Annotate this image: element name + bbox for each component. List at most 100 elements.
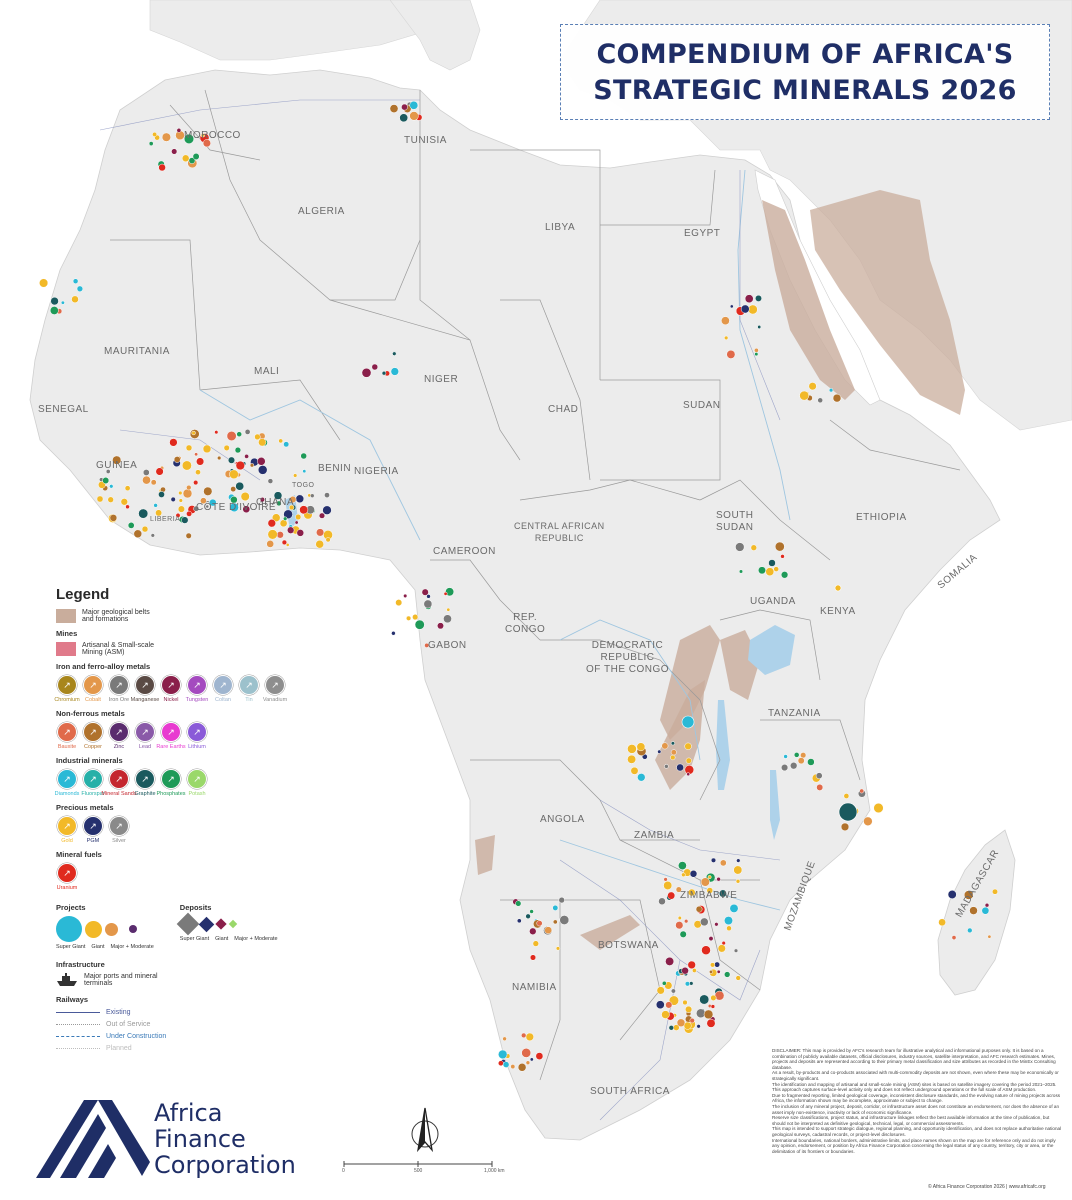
scale-bar-line bbox=[343, 1161, 493, 1167]
rail-legend-row: Under Construction bbox=[56, 1033, 286, 1040]
mine-marker bbox=[170, 496, 176, 502]
rail-line-symbol bbox=[56, 1048, 100, 1049]
mine-marker bbox=[316, 528, 325, 537]
mine-marker bbox=[293, 473, 298, 478]
mine-marker bbox=[235, 481, 245, 491]
disclaimer: DISCLAIMER: This map is provided by AFC'… bbox=[772, 1048, 1064, 1154]
mine-marker bbox=[517, 1063, 527, 1072]
mine-marker bbox=[267, 478, 274, 484]
scale-bar: 0 500 1,000 km bbox=[342, 1158, 522, 1178]
legend-title: Legend bbox=[56, 586, 110, 603]
mine-markers bbox=[39, 100, 998, 1072]
mine-marker bbox=[133, 529, 143, 539]
deposit-moderate-symbol bbox=[228, 919, 238, 929]
mine-marker bbox=[665, 1001, 673, 1009]
mine-marker bbox=[181, 516, 189, 524]
commodity-label: Tungsten bbox=[185, 697, 209, 703]
mine-marker bbox=[217, 455, 222, 461]
mine-marker bbox=[202, 444, 212, 454]
mine-marker bbox=[838, 802, 858, 822]
mine-marker bbox=[676, 763, 684, 772]
mine-marker bbox=[707, 875, 712, 880]
mine-marker bbox=[295, 494, 305, 504]
mine-marker bbox=[703, 1009, 714, 1020]
mine-marker bbox=[947, 890, 957, 899]
logo-line-1: Africa bbox=[154, 1099, 223, 1127]
legend-fuel-uranium: ↗ Uranium bbox=[56, 863, 78, 891]
mine-marker bbox=[515, 900, 522, 907]
legend-precious-gold: ↗ Gold bbox=[56, 816, 78, 844]
mine-marker bbox=[371, 363, 379, 371]
mine-marker bbox=[226, 431, 237, 441]
mine-marker bbox=[148, 141, 154, 146]
mine-marker bbox=[185, 444, 193, 452]
legend-nonferrous-heading: Non-ferrous metals bbox=[56, 709, 125, 718]
mine-marker bbox=[294, 520, 299, 525]
mine-marker bbox=[173, 456, 181, 463]
mine-marker bbox=[663, 881, 673, 890]
mine-marker bbox=[656, 986, 665, 995]
mine-marker bbox=[729, 304, 734, 309]
mine-marker bbox=[249, 463, 255, 468]
mine-marker bbox=[682, 999, 688, 1006]
map-title-line-1: COMPENDIUM OF AFRICA'S bbox=[596, 39, 1014, 70]
belt-angola bbox=[475, 835, 495, 875]
mine-marker bbox=[670, 988, 676, 994]
mine-marker bbox=[236, 431, 242, 437]
rail-type-label: Under Construction bbox=[106, 1033, 167, 1040]
mine-marker bbox=[735, 879, 741, 884]
mine-marker bbox=[984, 902, 990, 908]
commodity-label: Copper bbox=[83, 744, 103, 750]
mine-marker bbox=[525, 1060, 531, 1065]
mine-marker bbox=[426, 594, 431, 599]
mine-marker bbox=[754, 347, 759, 353]
country-label-zambia: ZAMBIA bbox=[634, 830, 675, 841]
mine-marker bbox=[663, 877, 668, 882]
mine-marker bbox=[186, 510, 193, 517]
country-label-mali: MALI bbox=[254, 366, 280, 377]
mine-marker bbox=[414, 619, 425, 630]
commodity-label: Gold bbox=[61, 838, 73, 844]
deposit-giant-symbol bbox=[198, 916, 215, 932]
mine-marker bbox=[299, 505, 309, 515]
country-label-senegal: SENEGAL bbox=[38, 404, 89, 415]
mine-marker bbox=[799, 390, 810, 401]
legend-precious-heading: Precious metals bbox=[56, 803, 114, 812]
mine-marker bbox=[740, 304, 750, 314]
country-label-south-africa: SOUTH AFRICA bbox=[590, 1086, 670, 1097]
mine-marker bbox=[318, 512, 326, 519]
country-label-morocco: MOROCCO bbox=[184, 130, 241, 141]
country-label-namibia: NAMIBIA bbox=[512, 982, 557, 993]
map-legend: Legend Major geological belts and format… bbox=[54, 586, 287, 1052]
mine-marker bbox=[150, 479, 157, 486]
mine-marker bbox=[188, 157, 196, 164]
mine-marker bbox=[544, 926, 553, 935]
mine-marker bbox=[758, 566, 766, 575]
mine-marker bbox=[695, 905, 703, 913]
project-size-giant: Giant bbox=[91, 944, 105, 950]
mine-marker bbox=[227, 456, 236, 464]
commodity-symbol-icon: ↗ bbox=[213, 675, 233, 695]
mine-marker bbox=[716, 969, 721, 974]
mine-marker bbox=[267, 529, 278, 540]
disclaimer-paragraph: Due to fragmented reporting, limited geo… bbox=[772, 1092, 1061, 1104]
commodity-label: Lead bbox=[138, 744, 152, 750]
mine-marker bbox=[685, 1005, 693, 1013]
rail-type-label: Existing bbox=[106, 1009, 131, 1016]
legend-fuels-heading: Mineral fuels bbox=[56, 850, 102, 859]
country-label-drc: DEMOCRATIC REPUBLIC OF THE CONGO bbox=[586, 640, 670, 675]
mine-marker bbox=[295, 513, 302, 521]
map-title-box: COMPENDIUM OF AFRICA'S STRATEGIC MINERAL… bbox=[560, 24, 1050, 120]
mine-marker bbox=[409, 111, 419, 121]
mine-marker bbox=[938, 918, 946, 927]
mine-marker bbox=[699, 994, 710, 1005]
mine-marker bbox=[60, 300, 65, 305]
country-label-nigeria: NIGERIA bbox=[354, 466, 399, 477]
mine-marker bbox=[708, 936, 714, 942]
mine-marker bbox=[223, 444, 230, 451]
mine-marker bbox=[724, 971, 731, 978]
asm-swatch bbox=[56, 642, 76, 656]
legend-belts-label: Major geological belts and formations bbox=[82, 609, 150, 623]
commodity-symbol-icon: ↗ bbox=[239, 675, 259, 695]
deposit-size-symbols bbox=[176, 912, 278, 936]
